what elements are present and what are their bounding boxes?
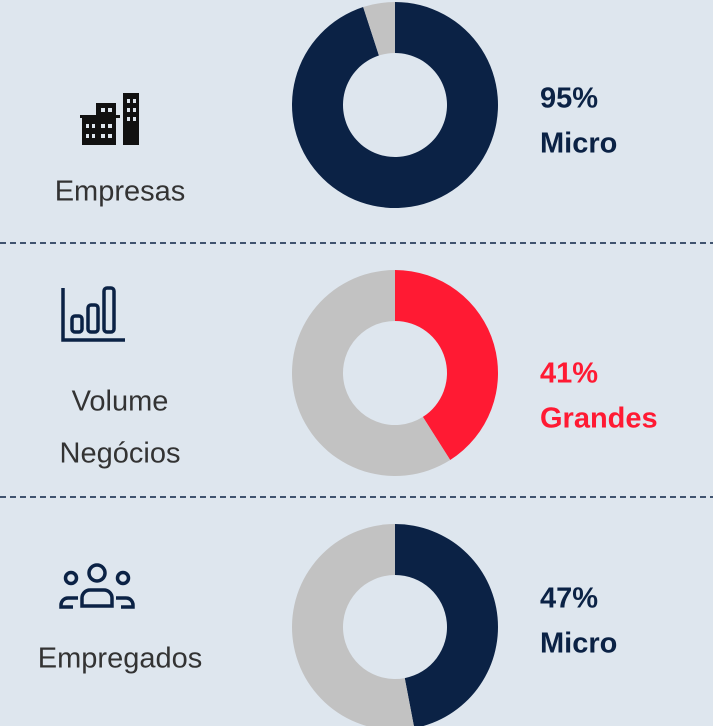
value-label: 41% bbox=[540, 358, 598, 390]
donut-segment bbox=[291, 270, 451, 476]
row-label: Negócios bbox=[60, 438, 181, 470]
value-label: 47% bbox=[540, 583, 598, 615]
row-label: Empresas bbox=[55, 176, 186, 208]
row-label: Volume bbox=[72, 386, 169, 418]
category-label: Micro bbox=[540, 628, 617, 660]
value-label: 95% bbox=[540, 83, 598, 115]
category-label: Grandes bbox=[540, 403, 658, 435]
donut-segment bbox=[363, 2, 395, 56]
donut-segment bbox=[292, 524, 414, 726]
donut-segment bbox=[395, 270, 498, 460]
bar-chart-icon bbox=[61, 286, 125, 342]
row-label: Empregados bbox=[38, 643, 202, 675]
donut-segment bbox=[292, 2, 499, 208]
category-label: Micro bbox=[540, 128, 617, 160]
buildings-icon bbox=[80, 93, 139, 145]
people-icon bbox=[59, 563, 135, 609]
donut-segment bbox=[395, 524, 498, 726]
